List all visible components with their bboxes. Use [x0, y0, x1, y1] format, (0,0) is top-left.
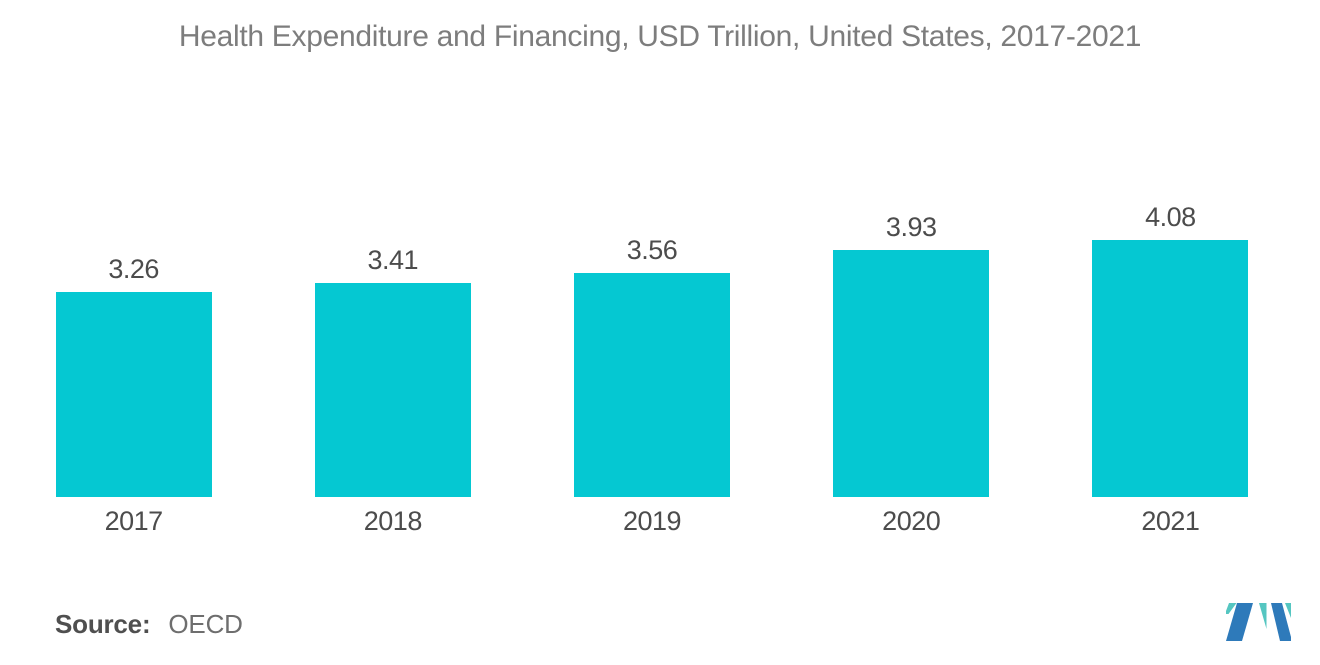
mordor-intelligence-logo-icon: [1226, 603, 1291, 641]
x-axis-label-2020: 2020: [882, 506, 941, 536]
bar-value-label: 4.08: [1145, 202, 1196, 232]
logo-blue-left-band: [1226, 603, 1253, 641]
bar-column-2019: 3.56: [522, 235, 781, 497]
source-label: Source:: [55, 609, 151, 639]
logo-teal-left-accent: [1226, 603, 1237, 614]
bar-2019: [574, 273, 730, 497]
bars-row: 3.26 3.41 3.56 3.93 4.08: [4, 0, 1300, 497]
bar-2020: [833, 250, 990, 497]
bar-column-2021: 4.08: [1041, 202, 1300, 497]
logo-teal-center-triangle: [1259, 603, 1267, 629]
x-axis-labels: 2017 2018 2019 2020 2021: [4, 506, 1300, 537]
source-value: OECD: [168, 609, 243, 639]
bar-value-label: 3.26: [108, 254, 159, 284]
bar-value-label: 3.56: [626, 235, 678, 265]
bar-column-2020: 3.93: [782, 212, 1041, 497]
logo-teal-right-triangle: [1285, 603, 1291, 618]
bar-2021: [1092, 240, 1249, 497]
x-axis-label-2018: 2018: [363, 506, 423, 536]
bar-column-2018: 3.41: [263, 245, 522, 497]
bar-value-label: 3.93: [885, 212, 937, 242]
logo-blue-right-band: [1271, 603, 1291, 641]
x-axis-label-2019: 2019: [622, 506, 682, 536]
bar-value-label: 3.41: [367, 245, 419, 275]
source-row: Source: OECD: [55, 609, 243, 640]
bar-2017: [55, 292, 212, 497]
x-axis-label-2017: 2017: [104, 506, 164, 536]
chart-title: Health Expenditure and Financing, USD Tr…: [178, 20, 1142, 53]
bar-2018: [314, 283, 471, 497]
x-axis-label-2021: 2021: [1141, 506, 1200, 536]
bar-column-2017: 3.26: [4, 254, 263, 497]
